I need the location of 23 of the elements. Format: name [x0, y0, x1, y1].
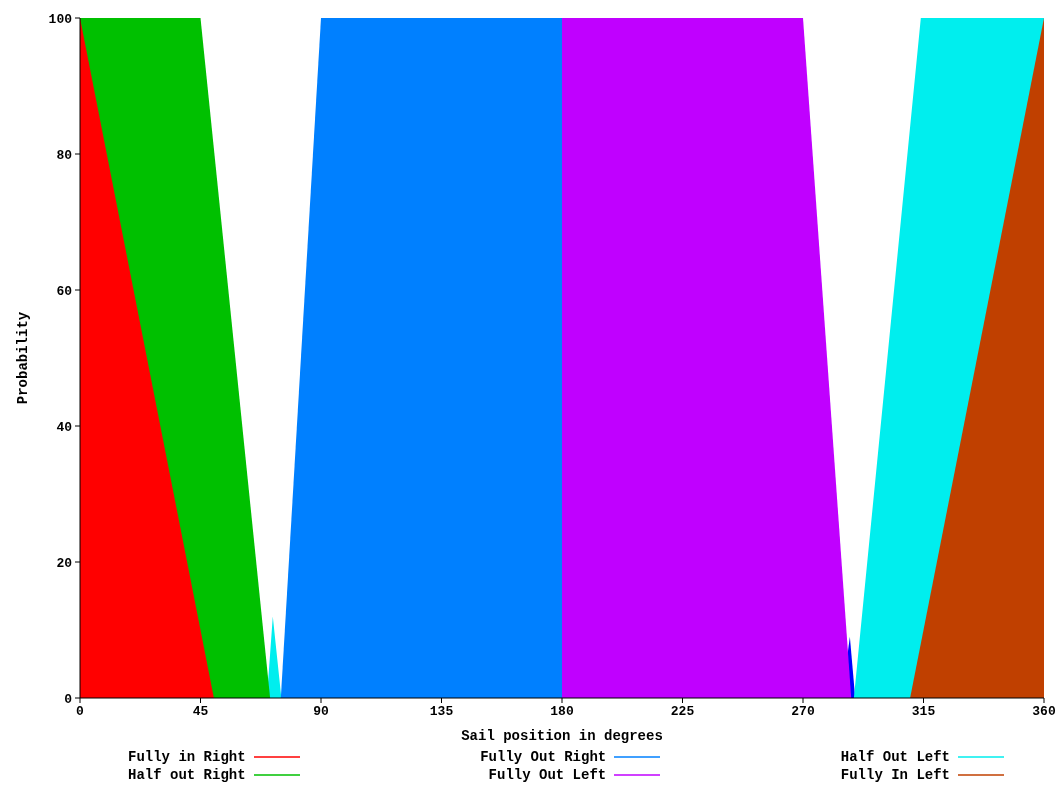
y-tick-label: 60 [56, 283, 73, 299]
legend-label: Fully Out Right [480, 749, 607, 765]
y-tick-label: 0 [64, 691, 73, 707]
x-tick-label: 45 [192, 704, 209, 720]
x-tick-label: 360 [1032, 704, 1056, 720]
y-tick-label: 80 [56, 147, 73, 163]
x-tick-label: 270 [791, 704, 815, 720]
x-tick-label: 90 [313, 704, 329, 720]
x-tick-label: 225 [670, 704, 695, 720]
y-tick-label: 100 [48, 11, 73, 27]
x-tick-label: 135 [429, 704, 454, 720]
x-tick-label: 180 [550, 704, 574, 720]
legend-label: Fully in Right [128, 749, 246, 765]
y-axis-title: Probability [14, 311, 31, 405]
y-tick-label: 20 [56, 555, 73, 571]
legend-label: Fully Out Left [488, 767, 607, 783]
y-tick-label: 40 [56, 419, 73, 435]
x-axis-title: Sail position in degrees [461, 728, 663, 744]
legend-label: Fully In Left [840, 767, 950, 783]
x-tick-label: 0 [76, 704, 85, 720]
legend-label: Half Out Left [840, 749, 950, 765]
legend-label: Half out Right [128, 767, 246, 783]
x-tick-label: 315 [911, 704, 936, 720]
